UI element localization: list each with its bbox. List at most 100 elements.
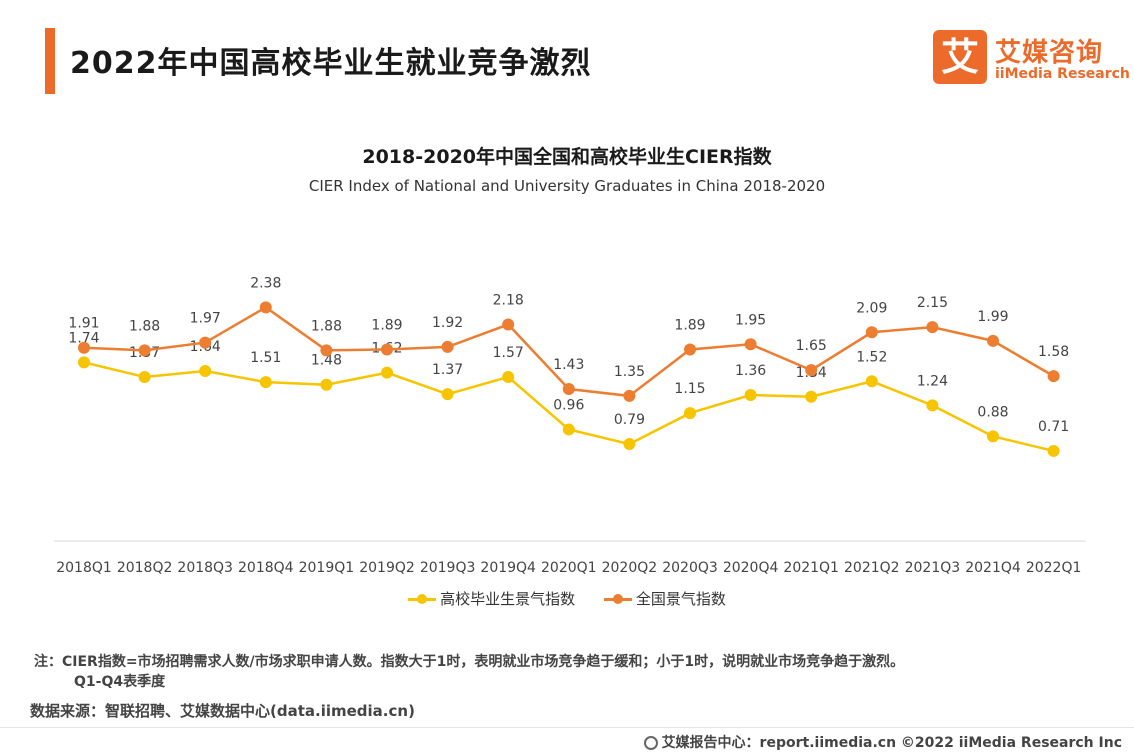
x-tick-label: 2019Q2 [359,560,415,576]
line-chart: 2018Q1 2018Q2 2018Q3 2018Q4 2019Q1 2019Q2 2019… [54,275,1086,576]
data-label-university: 0.96 [553,397,584,413]
x-tick-label: 2020Q3 [662,560,718,576]
data-source: 数据来源：智联招聘、艾媒数据中心(data.iimedia.cn) [30,702,415,720]
x-tick-label: 2021Q3 [905,560,961,576]
chart-title: 2018-2020年中国全国和高校毕业生CIER指数 [362,146,772,168]
data-point-university [259,376,272,389]
legend-label-national: 全国景气指数 [635,590,726,608]
data-point-national [199,336,212,349]
data-point-national [502,318,515,331]
data-point-national [744,338,757,351]
data-point-national [381,343,393,356]
data-label-national: 2.09 [856,300,887,316]
data-point-university [502,370,515,383]
x-tick-label: 2020Q2 [602,560,658,576]
chart-subtitle: CIER Index of National and University Gr… [308,177,826,195]
x-tick-label: 2021Q1 [783,560,839,576]
data-point-university [320,378,333,391]
data-label-national: 1.95 [735,312,766,328]
legend-item-university: 高校毕业生景气指数 [408,588,575,609]
x-tick-label: 2018Q1 [56,560,112,576]
legend-swatch-university [408,594,437,604]
data-label-national: 2.18 [493,293,524,309]
chart-legend: 高校毕业生景气指数 全国景气指数 [0,588,1134,609]
data-point-university [684,407,696,420]
data-point-national [138,344,151,357]
data-label-national: 1.88 [311,318,342,334]
logo-text-cn: 艾媒咨询 [995,38,1104,68]
data-label-national: 1.65 [796,338,827,354]
data-point-university [987,430,999,443]
data-point-university [138,370,151,383]
data-point-national [926,321,939,334]
data-point-university [805,390,818,403]
legend-item-national: 全国景气指数 [603,588,726,609]
data-label-university: 1.74 [68,330,99,346]
footer: 艾媒报告中心：report.iimedia.cn ©2022 iiMedia R… [643,732,1122,752]
data-label-national: 2.15 [917,295,948,311]
x-tick-label: 2018Q2 [117,560,173,576]
x-tick-label: 2022Q1 [1026,560,1082,576]
footer-divider [0,727,1134,728]
data-point-university [441,388,454,401]
data-point-national [865,326,878,339]
x-tick-label: 2019Q4 [480,560,536,576]
data-label-university: 1.48 [311,353,342,369]
legend-label-university: 高校毕业生景气指数 [440,590,576,608]
x-tick-label: 2019Q1 [299,560,355,576]
x-tick-label: 2018Q3 [177,560,233,576]
data-point-national [684,343,696,356]
data-label-national: 1.88 [129,318,160,334]
data-label-university: 0.88 [977,404,1008,420]
x-tick-label: 2019Q3 [420,560,476,576]
data-point-national [805,364,818,377]
note-line-2: Q1-Q4表季度 [74,674,166,690]
data-label-university: 0.71 [1038,419,1069,435]
data-label-university: 1.36 [735,363,766,379]
data-point-university [623,438,636,451]
data-label-national: 1.91 [68,316,99,332]
data-label-university: 1.52 [856,349,887,365]
data-point-national [562,383,575,396]
data-label-university: 1.15 [674,381,705,397]
logo-text-en: iiMedia Research [995,66,1130,82]
logo-mark-icon: 艾 [933,30,987,84]
data-label-national: 2.38 [250,275,281,291]
data-point-university [78,356,90,369]
x-tick-label: 2018Q4 [238,560,294,576]
data-point-university [865,375,878,388]
data-point-national [623,389,636,402]
chart-note: 注：CIER指数=市场招聘需求人数/市场求职申请人数。指数大于1时，表明就业市场… [34,652,904,692]
data-label-national: 1.92 [432,315,463,331]
series-line-national [83,305,1055,398]
globe-icon [643,736,658,750]
data-point-university [381,366,393,379]
data-label-national: 1.97 [190,311,221,327]
data-point-university [199,364,212,377]
note-line-1: 注：CIER指数=市场招聘需求人数/市场求职申请人数。指数大于1时，表明就业市场… [34,654,905,670]
data-label-national: 1.89 [371,317,402,333]
x-tick-label: 2021Q4 [965,560,1021,576]
footer-text: 艾媒报告中心：report.iimedia.cn ©2022 iiMedia R… [661,735,1122,751]
x-tick-label: 2020Q4 [723,560,779,576]
data-label-national: 1.99 [977,309,1008,325]
data-point-national [441,340,454,353]
x-tick-label: 2020Q1 [541,560,597,576]
title-accent-bar [45,28,55,94]
data-point-national [987,334,999,347]
data-point-university [562,423,575,436]
data-label-university: 1.24 [917,373,948,389]
x-tick-label: 2021Q2 [844,560,900,576]
data-label-university: 1.57 [493,345,524,361]
data-point-national [259,301,272,314]
data-point-national [78,341,90,354]
data-point-university [1047,444,1060,457]
data-label-national: 1.58 [1038,344,1069,360]
data-label-national: 1.89 [674,317,705,333]
data-label-national: 1.43 [553,357,584,373]
page-title: 2022年中国高校毕业生就业竞争激烈 [70,46,592,81]
iimedia-logo: 艾 艾媒咨询 iiMedia Research [933,30,1130,86]
data-point-university [744,389,757,402]
data-label-university: 1.37 [432,362,463,378]
legend-swatch-national [603,594,632,604]
